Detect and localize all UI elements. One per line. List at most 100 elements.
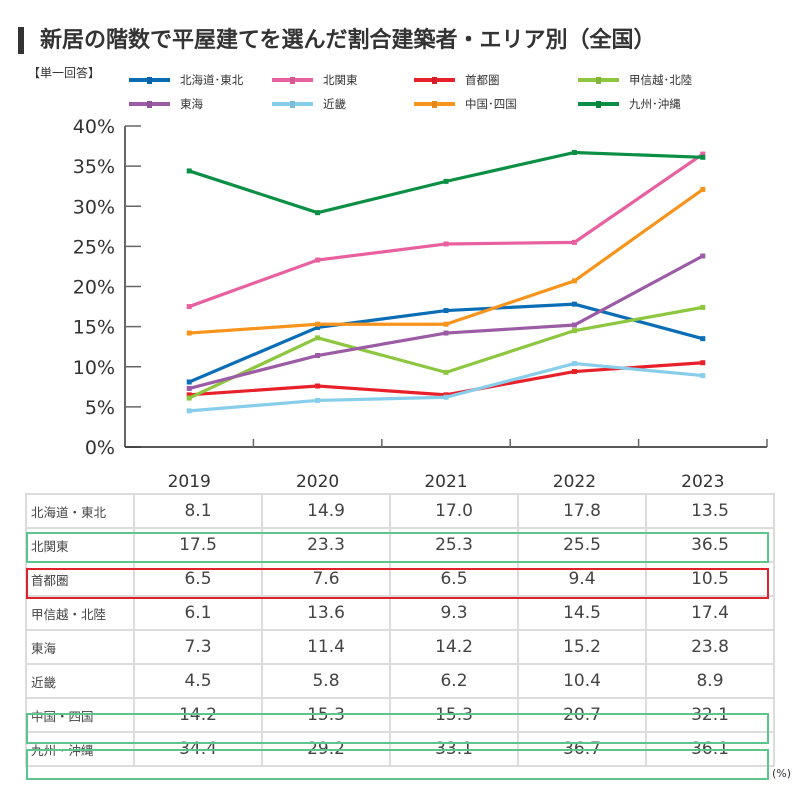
- y-tick-label: 0%: [85, 437, 115, 459]
- legend-swatch: [129, 78, 170, 82]
- value-cell: 14.9: [261, 493, 391, 529]
- value-cell: 36.7: [517, 731, 647, 767]
- data-point: [571, 322, 577, 328]
- legend-swatch: [578, 78, 619, 82]
- line-chart: 0% 5% 10% 15% 20% 25% 30% 35% 40% 2019 2020 2021 202…: [73, 116, 768, 490]
- data-point: [186, 168, 192, 174]
- value-cell: 23.8: [645, 629, 775, 665]
- data-point: [700, 186, 706, 192]
- value-cell: 6.1: [133, 595, 263, 631]
- answer-type-label: 【単一回答】: [28, 66, 101, 80]
- data-point: [443, 308, 449, 314]
- legend-item: 北海道･東北: [129, 72, 243, 88]
- data-point: [571, 239, 577, 245]
- legend-item: 中国･四国: [414, 96, 517, 112]
- value-cell: 14.5: [517, 595, 647, 631]
- value-cell: 15.3: [389, 697, 519, 733]
- y-tick-label: 25%: [73, 236, 115, 258]
- value-cell: 11.4: [261, 629, 391, 665]
- legend-item: 東海: [129, 96, 203, 112]
- value-cell: 15.3: [261, 697, 391, 733]
- x-tick-label: 2021: [424, 472, 467, 490]
- y-tick-label: 30%: [73, 196, 115, 218]
- data-point: [315, 335, 321, 341]
- data-point: [571, 301, 577, 307]
- data-point: [443, 241, 449, 247]
- data-point: [700, 360, 706, 366]
- x-tick-label: 2023: [681, 472, 724, 490]
- data-point: [315, 383, 321, 389]
- data-point: [700, 336, 706, 342]
- value-cell: 9.4: [517, 561, 647, 597]
- table-row: 中国・四国 14.2 15.3 15.3 20.7 32.1: [25, 697, 775, 733]
- value-cell: 17.8: [517, 493, 647, 529]
- value-cell: 13.6: [261, 595, 391, 631]
- data-point: [571, 278, 577, 284]
- data-point: [186, 379, 192, 385]
- value-cell: 5.8: [261, 663, 391, 699]
- data-table-wrapper: 北海道・東北 8.1 14.9 17.0 17.8 13.5 北関東 17.5 23.3 25.3…: [25, 493, 775, 767]
- legend-label: 北関東: [323, 73, 358, 87]
- value-cell: 6.5: [133, 561, 263, 597]
- legend-swatch: [272, 78, 313, 82]
- data-point: [186, 395, 192, 401]
- value-cell: 36.5: [645, 527, 775, 563]
- legend-label: 首都圏: [465, 73, 500, 87]
- data-point: [315, 353, 321, 359]
- legend-item: 北関東: [272, 72, 358, 88]
- region-cell: 中国・四国: [25, 697, 135, 733]
- value-cell: 8.1: [133, 493, 263, 529]
- data-point: [186, 385, 192, 391]
- table-row: 首都圏 6.5 7.6 6.5 9.4 10.5: [25, 561, 775, 597]
- value-cell: 6.2: [389, 663, 519, 699]
- legend-label: 北海道･東北: [180, 73, 244, 87]
- value-cell: 29.2: [261, 731, 391, 767]
- data-point: [186, 304, 192, 310]
- value-cell: 25.3: [389, 527, 519, 563]
- region-cell: 北関東: [25, 527, 135, 563]
- value-cell: 25.5: [517, 527, 647, 563]
- data-point: [571, 369, 577, 375]
- y-tick-label: 20%: [73, 277, 115, 299]
- chart-title: 新居の階数で平屋建てを選んだ割合建築者・エリア別（全国）: [40, 28, 656, 53]
- series-line: [188, 152, 704, 309]
- data-point: [700, 253, 706, 259]
- value-cell: 14.2: [133, 697, 263, 733]
- region-cell: 九州・沖縄: [25, 731, 135, 767]
- data-point: [571, 149, 577, 155]
- data-point: [443, 321, 449, 327]
- y-tick-label: 10%: [73, 357, 115, 379]
- x-tick-label: 2019: [168, 472, 211, 490]
- data-point: [700, 151, 706, 157]
- value-cell: 10.5: [645, 561, 775, 597]
- y-tick-label: 40%: [73, 116, 115, 138]
- data-table: 北海道・東北 8.1 14.9 17.0 17.8 13.5 北関東 17.5 23.3 25.3…: [25, 493, 775, 767]
- table-row: 北関東 17.5 23.3 25.3 25.5 36.5: [25, 527, 775, 563]
- value-cell: 17.5: [133, 527, 263, 563]
- value-cell: 7.3: [133, 629, 263, 665]
- y-tick-label: 35%: [73, 156, 115, 178]
- value-cell: 9.3: [389, 595, 519, 631]
- legend-swatch: [272, 102, 313, 106]
- data-point: [315, 397, 321, 403]
- region-cell: 首都圏: [25, 561, 135, 597]
- value-cell: 20.7: [517, 697, 647, 733]
- region-cell: 北海道・東北: [25, 493, 135, 529]
- value-cell: 7.6: [261, 561, 391, 597]
- series-line: [188, 305, 704, 400]
- data-point: [315, 324, 321, 330]
- legend-label: 近畿: [323, 97, 346, 111]
- y-tick-label: 5%: [85, 397, 115, 419]
- data-point: [700, 373, 706, 379]
- region-cell: 近畿: [25, 663, 135, 699]
- legend-label: 九州･沖縄: [629, 97, 681, 111]
- table-row: 北海道・東北 8.1 14.9 17.0 17.8 13.5: [25, 493, 775, 529]
- legend-label: 中国･四国: [465, 97, 517, 111]
- legend-swatch: [414, 102, 455, 106]
- table-row: 九州・沖縄 34.4 29.2 33.1 36.7 36.1: [25, 731, 775, 767]
- value-cell: 34.4: [133, 731, 263, 767]
- legend-label: 甲信越･北陸: [629, 73, 693, 87]
- value-cell: 10.4: [517, 663, 647, 699]
- legend-swatch: [414, 78, 455, 82]
- x-tick-label: 2022: [553, 472, 596, 490]
